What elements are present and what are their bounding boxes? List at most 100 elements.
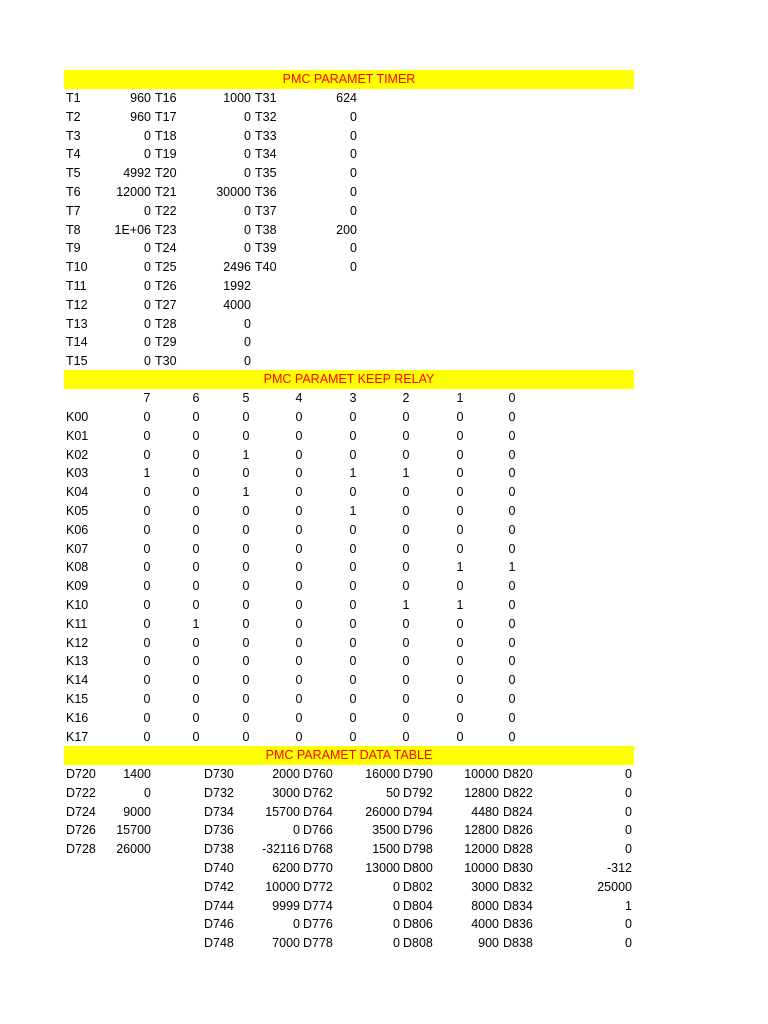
timer-value: 0: [350, 147, 357, 162]
data-value: 1500: [372, 842, 400, 857]
data-value: 0: [144, 785, 151, 800]
timer-value: 4000: [223, 297, 251, 312]
timer-label: T28: [155, 316, 177, 331]
relay-bit: 0: [349, 710, 357, 725]
data-value: 0: [393, 879, 400, 894]
relay-bit: 1: [349, 504, 357, 518]
timer-value: 0: [244, 316, 251, 331]
bit-header: 1: [456, 391, 464, 405]
relay-bit: 0: [456, 466, 464, 481]
data-address: D742: [204, 879, 234, 894]
data-value: 13000: [365, 861, 400, 875]
timer-label: T24: [155, 241, 177, 256]
data-address: D760: [303, 767, 333, 781]
bit-header: 4: [295, 391, 303, 405]
relay-bit: 0: [508, 654, 516, 669]
relay-address: K11: [66, 616, 88, 631]
data-value: 0: [625, 917, 632, 932]
data-address: D726: [66, 823, 96, 838]
timer-value: 0: [144, 297, 151, 312]
data-address: D834: [503, 898, 533, 913]
bit-header: 5: [242, 391, 250, 405]
timer-value: 30000: [216, 185, 251, 199]
data-address: D746: [204, 917, 234, 932]
relay-bit: 1: [143, 466, 151, 481]
relay-bit: 0: [349, 673, 357, 688]
data-address: D836: [503, 917, 533, 932]
relay-bit: 0: [192, 466, 200, 481]
timer-value: 0: [244, 335, 251, 350]
data-address: D800: [403, 861, 433, 875]
data-address: D794: [403, 804, 433, 819]
relay-bit: 0: [456, 579, 464, 594]
timer-value: 0: [244, 109, 251, 124]
relay-bit: 0: [402, 579, 410, 594]
relay-bit: 1: [242, 485, 250, 500]
relay-bit: 0: [508, 635, 516, 650]
data-value: 15700: [116, 823, 151, 838]
relay-bit: 0: [242, 560, 250, 575]
relay-bit: 0: [143, 673, 151, 688]
relay-bit: 0: [295, 598, 303, 612]
data-address: D740: [204, 861, 234, 875]
relay-bit: 0: [143, 616, 151, 631]
data-address: D736: [204, 823, 234, 838]
relay-bit: 0: [242, 598, 250, 612]
data-table-section-title: PMC PARAMET DATA TABLE: [64, 746, 634, 765]
data-value: 26000: [365, 804, 400, 819]
relay-bit: 0: [295, 710, 303, 725]
relay-bit: 0: [456, 710, 464, 725]
timer-label: T20: [155, 166, 177, 181]
relay-bit: 1: [192, 616, 200, 631]
timer-label: T9: [66, 241, 81, 256]
timer-label: T30: [155, 354, 177, 369]
relay-bit: 0: [349, 447, 357, 462]
relay-bit: 0: [242, 654, 250, 669]
relay-address: K13: [66, 654, 89, 669]
timer-label: T10: [66, 260, 88, 275]
relay-bit: 0: [192, 447, 200, 462]
timer-value: 0: [350, 241, 357, 256]
timer-value: 0: [244, 166, 251, 181]
timer-label: T1: [66, 91, 81, 105]
relay-bit: 0: [456, 673, 464, 688]
relay-bit: 0: [143, 410, 151, 424]
timer-label: T25: [155, 260, 177, 275]
relay-address: K12: [66, 635, 89, 650]
data-value: 0: [625, 785, 632, 800]
timer-value: 0: [144, 335, 151, 350]
relay-bit: 0: [192, 579, 200, 594]
relay-address: K10: [66, 598, 89, 612]
timer-label: T39: [255, 241, 277, 256]
relay-bit: 0: [242, 710, 250, 725]
relay-bit: 0: [295, 410, 303, 424]
relay-bit: 0: [295, 522, 303, 537]
data-value: 8000: [471, 898, 499, 913]
keep-relay-section-title: PMC PARAMET KEEP RELAY: [64, 370, 634, 389]
timer-value: 0: [350, 166, 357, 181]
data-value: 12000: [464, 842, 499, 857]
relay-bit: 0: [349, 410, 357, 424]
timer-label: T34: [255, 147, 277, 162]
data-value: 3000: [471, 879, 499, 894]
timer-label: T6: [66, 185, 81, 199]
relay-bit: 0: [295, 654, 303, 669]
timer-label: T4: [66, 147, 81, 162]
data-value: 3500: [372, 823, 400, 838]
data-address: D796: [403, 823, 433, 838]
data-address: D764: [303, 804, 333, 819]
relay-bit: 0: [242, 522, 250, 537]
data-value: 0: [393, 898, 400, 913]
relay-bit: 0: [192, 598, 200, 612]
relay-bit: 0: [508, 598, 516, 612]
relay-bit: 0: [192, 692, 200, 706]
relay-bit: 0: [192, 710, 200, 725]
timer-label: T8: [66, 222, 81, 237]
timer-value: 0: [144, 354, 151, 369]
relay-bit: 0: [402, 447, 410, 462]
timer-value: 12000: [116, 185, 151, 199]
data-address: D770: [303, 861, 333, 875]
timer-value: 0: [244, 128, 251, 143]
timer-value: 200: [336, 222, 357, 237]
relay-bit: 0: [143, 485, 151, 500]
